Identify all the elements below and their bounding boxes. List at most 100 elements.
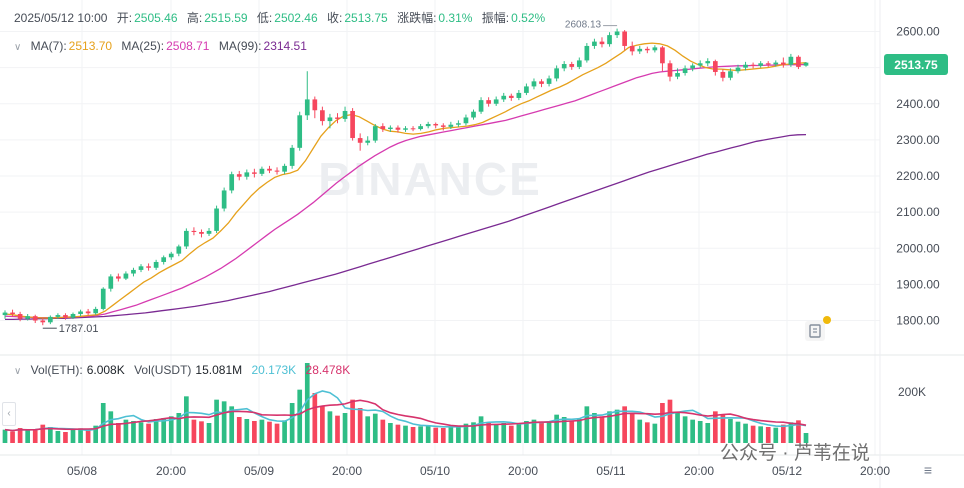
volume-bar — [221, 401, 227, 443]
candle-body — [176, 246, 182, 254]
volume-bar — [214, 399, 219, 443]
volume-bar — [252, 421, 257, 443]
time-tick-label: 20:00 — [332, 464, 362, 478]
volume-bar — [199, 421, 204, 443]
candle-body — [17, 313, 23, 319]
candle-body — [644, 48, 650, 51]
volume-bar — [637, 419, 643, 443]
candle-body — [667, 63, 673, 77]
collapse-left-button[interactable]: ‹ — [2, 402, 16, 426]
current-price-label: 2513.75 — [894, 58, 938, 72]
candle-body — [803, 62, 809, 66]
volume-bar — [63, 432, 68, 443]
candle-body — [690, 65, 695, 69]
candle-body — [486, 100, 491, 104]
candle-body — [206, 230, 212, 234]
change-label: 涨跌幅: — [397, 11, 437, 25]
volume-bar — [433, 427, 439, 443]
candle-body — [108, 276, 114, 289]
volume-bar: ∨ Vol(ETH): 6.008K Vol(USDT) 15.081M 20.17… — [14, 363, 356, 377]
volume-bar — [138, 422, 144, 443]
volume-bar — [153, 419, 159, 443]
volume-bar — [448, 427, 454, 443]
volume-bar — [728, 419, 733, 443]
candle-body — [758, 63, 764, 66]
candle-body — [622, 31, 627, 46]
candle-body — [388, 127, 393, 130]
candle-body — [554, 68, 559, 79]
candle-body — [40, 320, 46, 323]
volume-bar — [418, 426, 423, 443]
volume-bar — [644, 422, 650, 443]
chevron-left-icon: ‹ — [7, 408, 11, 419]
volume-bar — [47, 427, 53, 443]
volume-bar — [388, 423, 393, 443]
ma99-value: 2314.51 — [263, 39, 307, 53]
price-tick-label: 2000.00 — [896, 241, 940, 255]
candle-body — [478, 100, 484, 112]
ma7-value: 2513.70 — [68, 39, 113, 53]
candle-body — [32, 316, 38, 321]
volume-bar — [690, 419, 695, 443]
volume-bar — [312, 393, 318, 443]
low-value: 2502.46 — [274, 11, 318, 25]
vol-usdt-value: 15.081M — [195, 363, 243, 377]
time-tick-label: 05/11 — [596, 464, 625, 478]
candles — [2, 28, 809, 326]
volume-bar — [350, 399, 355, 443]
volume-bar — [410, 427, 416, 443]
candle-body — [320, 110, 325, 122]
chevron-down-icon[interactable]: ∨ — [14, 366, 22, 377]
candle-body — [312, 99, 318, 111]
volume-bar — [236, 417, 242, 443]
volume-bar — [10, 431, 15, 443]
candle-body — [221, 190, 227, 209]
candle-body — [259, 168, 265, 174]
volume-bar — [584, 406, 590, 443]
candle-body — [297, 115, 303, 148]
volume-bar — [554, 414, 559, 443]
volume-bar — [569, 421, 575, 443]
chevron-down-icon[interactable]: ∨ — [14, 42, 22, 53]
volume-bar — [478, 416, 484, 443]
volume-bar — [622, 406, 627, 443]
volume-bar — [493, 424, 499, 443]
volume-bar — [17, 428, 23, 443]
volume-bar — [403, 425, 408, 443]
volume-bar — [614, 409, 620, 443]
vol-usdt-label: Vol(USDT) — [134, 363, 192, 377]
axis-settings-button[interactable]: ≡ — [918, 462, 938, 478]
time-tick-label: 05/10 — [420, 464, 450, 478]
depth-toggle-button[interactable] — [805, 321, 825, 341]
ma-bar: ∨ MA(7): 2513.70 MA(25): 2508.71 MA(99): 23… — [14, 39, 313, 53]
high-value: 2515.59 — [204, 11, 248, 25]
candle-body — [372, 126, 378, 141]
volume-bar — [788, 422, 794, 443]
settings-icon: ≡ — [923, 462, 933, 478]
price-tick-label: 1900.00 — [896, 277, 940, 291]
time-tick-label: 05/12 — [772, 464, 802, 478]
high-label: 高: — [186, 11, 203, 25]
volume-bar — [712, 411, 718, 443]
price-tick-label: 2400.00 — [896, 97, 940, 111]
volume-bar — [176, 413, 182, 443]
time-axis: 05/08 20:00 05/09 20:00 05/10 20:00 05/11 20:00… — [67, 464, 890, 478]
candle-body — [546, 78, 552, 84]
volume-bar — [244, 419, 250, 443]
amplitude-value: 0.52% — [511, 11, 546, 25]
candle-body — [425, 123, 431, 127]
open-value: 2505.46 — [134, 11, 178, 25]
volume-bar — [70, 429, 76, 443]
volume-bar — [342, 413, 348, 443]
time-tick-label: 20:00 — [508, 464, 538, 478]
volume-bar — [796, 420, 801, 443]
volume-bar — [372, 413, 378, 443]
candle-body — [116, 276, 121, 279]
volume-bar — [735, 421, 741, 443]
candle-body — [146, 266, 151, 268]
current-price-tag[interactable]: 2513.75 — [884, 54, 948, 75]
volume-bar — [289, 403, 295, 443]
volume-bar — [297, 389, 303, 443]
volume-bar — [161, 418, 167, 443]
